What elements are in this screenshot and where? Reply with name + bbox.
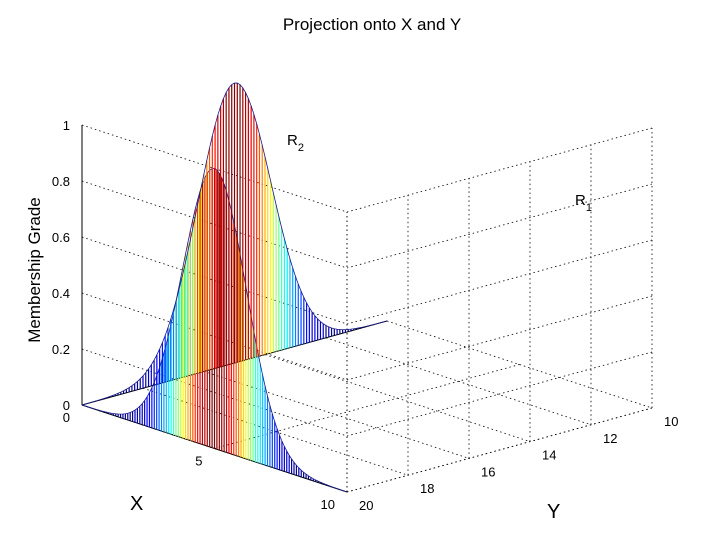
grid-line (386, 320, 653, 409)
x-tick-label: 5 (195, 454, 202, 469)
grid-line (325, 337, 592, 426)
x-axis-label: X (130, 493, 143, 515)
grid-lines (81, 124, 653, 493)
grid-line (81, 124, 348, 213)
y-tick-label: 12 (603, 431, 617, 446)
z-tick-label: 0.8 (52, 174, 70, 189)
grid-line (346, 407, 653, 493)
y-tick-label: 20 (359, 498, 373, 513)
grid-line (346, 295, 653, 381)
z-tick-label: 0.2 (52, 342, 70, 357)
grid-line (264, 354, 531, 442)
grid-line (81, 348, 348, 437)
curve-r1 (81, 82, 388, 406)
y-axis-label: Y (547, 501, 560, 523)
z-tick-label: 0.6 (52, 230, 70, 245)
z-tick-label: 0.4 (52, 286, 70, 301)
y-tick-label: 10 (664, 414, 678, 429)
grid-line (81, 180, 348, 269)
grid-line (214, 364, 520, 449)
x-tick-label: 10 (321, 497, 335, 512)
grid-line (346, 351, 653, 437)
r2-annotation: R2 (287, 132, 304, 154)
z-tick-label: 1 (63, 118, 70, 133)
grid-line (142, 387, 409, 476)
y-tick-label: 18 (420, 481, 434, 496)
r1-annotation: R1 (575, 192, 592, 214)
y-tick-label: 14 (542, 448, 556, 463)
grid-line (346, 183, 653, 269)
chart-title: Projection onto X and Y (283, 15, 461, 34)
r2-label-main: R (287, 132, 298, 149)
z-axis-label: Membership Grade (25, 197, 44, 343)
r1-label-sub: 1 (586, 202, 592, 214)
z-tick-label: 0 (63, 398, 70, 413)
r2-label-sub: 2 (298, 142, 304, 154)
stem-series (81, 82, 388, 493)
grid-line (346, 239, 653, 325)
r1-label-main: R (575, 192, 586, 209)
grid-line (81, 292, 348, 381)
grid-line (81, 236, 348, 325)
grid-line (346, 127, 653, 213)
x-tick-label: 0 (63, 410, 70, 425)
y-tick-label: 16 (481, 464, 495, 479)
